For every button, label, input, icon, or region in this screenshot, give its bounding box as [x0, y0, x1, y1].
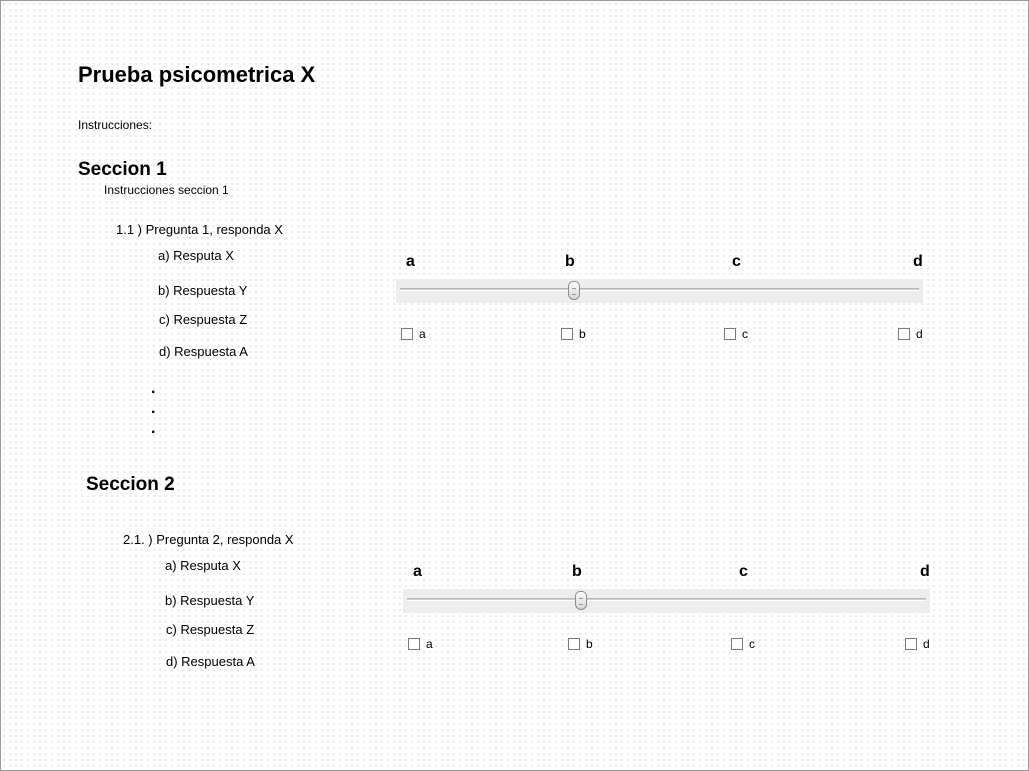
answer-option: a) Resputa X — [165, 558, 241, 573]
scale-label-a: a — [413, 563, 422, 580]
checkbox-label: d — [923, 637, 930, 651]
checkbox-1-a[interactable]: a — [401, 327, 426, 341]
checkbox-1-d[interactable]: d — [898, 327, 923, 341]
checkbox-box[interactable] — [905, 638, 917, 650]
checkbox-box[interactable] — [724, 328, 736, 340]
checkbox-box[interactable] — [898, 328, 910, 340]
answer-option: c) Respuesta Z — [166, 622, 255, 637]
checkbox-label: a — [426, 637, 433, 651]
checkbox-box[interactable] — [408, 638, 420, 650]
ellipsis-dot: . — [151, 420, 156, 437]
checkbox-label: c — [749, 637, 755, 651]
scale-label-a: a — [406, 253, 415, 270]
slider-1-thumb[interactable] — [568, 281, 580, 300]
checkbox-label: a — [419, 327, 426, 341]
checkbox-1-c[interactable]: c — [724, 327, 748, 341]
slider-1-track[interactable] — [400, 288, 919, 291]
checkbox-box[interactable] — [568, 638, 580, 650]
scale-label-d: d — [913, 253, 923, 270]
answer-option: b) Respuesta Y — [165, 593, 255, 608]
answer-option: b) Respuesta Y — [158, 283, 248, 298]
checkbox-2-d[interactable]: d — [905, 637, 930, 651]
scale-label-b: b — [565, 253, 575, 270]
answer-option: d) Respuesta A — [166, 654, 255, 669]
checkbox-2-b[interactable]: b — [568, 637, 593, 651]
question-1-1: 1.1 ) Pregunta 1, responda X — [116, 222, 283, 237]
scale-label-b: b — [572, 563, 582, 580]
page-title: Prueba psicometrica X — [78, 62, 316, 87]
checkbox-box[interactable] — [401, 328, 413, 340]
section-1-instructions: Instrucciones seccion 1 — [104, 183, 229, 197]
general-instructions: Instrucciones: — [78, 118, 153, 132]
section-2-heading: Seccion 2 — [86, 474, 175, 495]
ellipsis-dot: . — [151, 380, 156, 397]
checkbox-box[interactable] — [731, 638, 743, 650]
scale-label-d: d — [920, 563, 930, 580]
checkbox-label: c — [742, 327, 748, 341]
checkbox-label: b — [586, 637, 593, 651]
question-2-1: 2.1. ) Pregunta 2, responda X — [123, 532, 294, 547]
slider-2-thumb[interactable] — [575, 591, 587, 610]
checkbox-box[interactable] — [561, 328, 573, 340]
answer-option: d) Respuesta A — [159, 344, 248, 359]
checkbox-2-a[interactable]: a — [408, 637, 433, 651]
section-1-heading: Seccion 1 — [78, 159, 167, 180]
slider-2-track[interactable] — [407, 598, 926, 601]
slider-2[interactable] — [403, 589, 930, 613]
scale-label-c: c — [732, 253, 741, 270]
checkbox-2-c[interactable]: c — [731, 637, 755, 651]
slider-1[interactable] — [396, 279, 923, 303]
checkbox-label: d — [916, 327, 923, 341]
checkbox-label: b — [579, 327, 586, 341]
checkbox-1-b[interactable]: b — [561, 327, 586, 341]
ellipsis-dot: . — [151, 400, 156, 417]
answer-option: c) Respuesta Z — [159, 312, 248, 327]
answer-option: a) Resputa X — [158, 248, 234, 263]
scale-label-c: c — [739, 563, 748, 580]
